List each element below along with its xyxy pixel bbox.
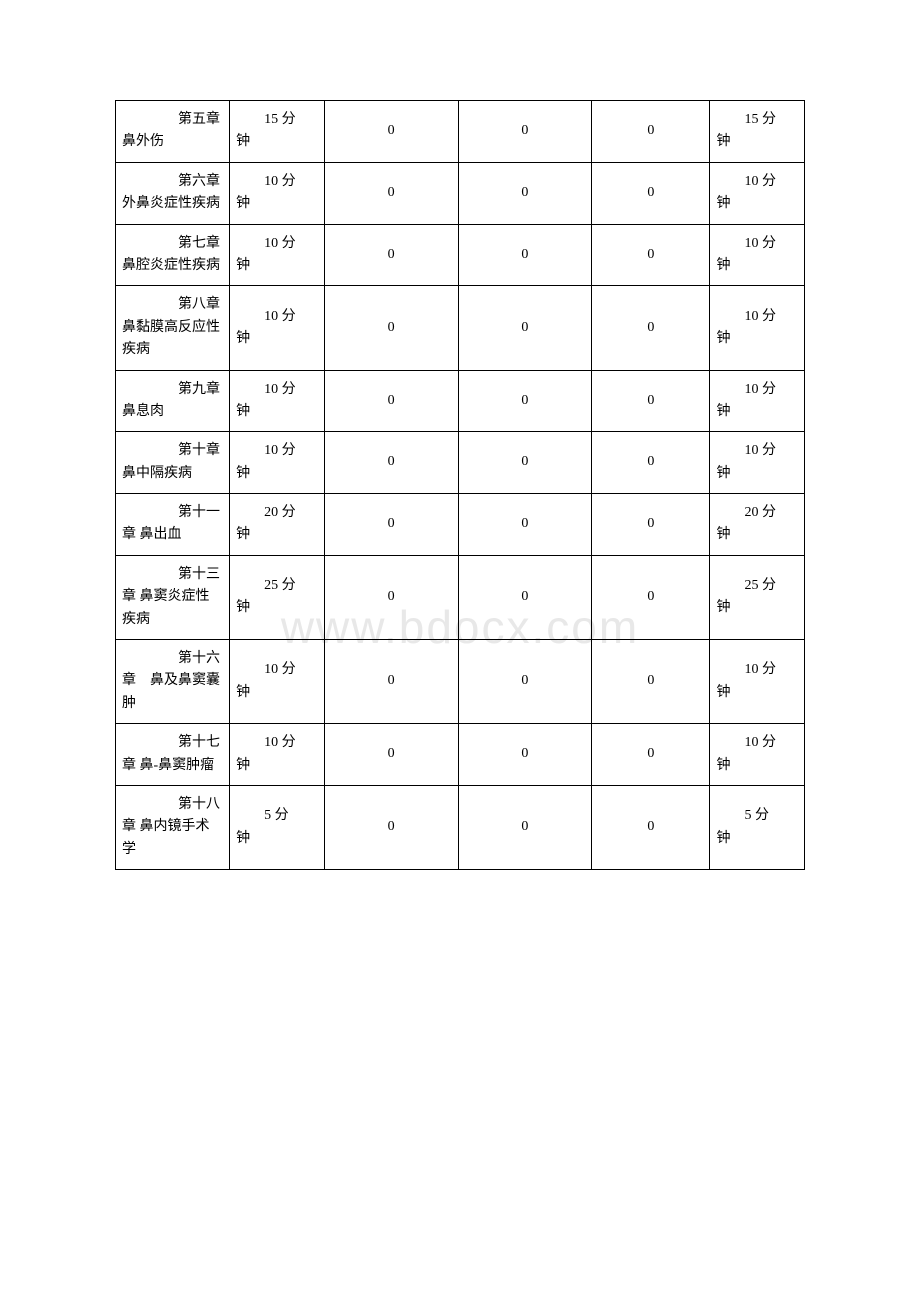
zero1-cell: 0 — [324, 724, 458, 786]
time1-cell: 10 分钟 — [230, 640, 324, 724]
zero3-cell: 0 — [592, 432, 710, 494]
zero1-cell: 0 — [324, 162, 458, 224]
table-row: 第十章 鼻中隔疾病 10 分钟000 10 分钟 — [116, 432, 805, 494]
table-row: 第八章 鼻黏膜高反应性疾病 10 分钟000 10 分钟 — [116, 286, 805, 370]
table-row: 第十一章 鼻出血 20 分钟000 20 分钟 — [116, 494, 805, 556]
zero3-cell: 0 — [592, 724, 710, 786]
zero1-cell: 0 — [324, 785, 458, 869]
table-row: 第六章 外鼻炎症性疾病 10 分钟000 10 分钟 — [116, 162, 805, 224]
zero2-cell: 0 — [458, 370, 592, 432]
chapter-cell: 第九章 鼻息肉 — [116, 370, 230, 432]
zero1-cell: 0 — [324, 286, 458, 370]
zero1-cell: 0 — [324, 370, 458, 432]
zero3-cell: 0 — [592, 494, 710, 556]
table-row: 第十三章 鼻窦炎症性疾病 25 分钟000 25 分钟 — [116, 555, 805, 639]
zero2-cell: 0 — [458, 224, 592, 286]
chapter-cell: 第八章 鼻黏膜高反应性疾病 — [116, 286, 230, 370]
table-row: 第七章 鼻腔炎症性疾病 10 分钟000 10 分钟 — [116, 224, 805, 286]
zero2-cell: 0 — [458, 640, 592, 724]
zero2-cell: 0 — [458, 162, 592, 224]
zero1-cell: 0 — [324, 640, 458, 724]
zero1-cell: 0 — [324, 555, 458, 639]
chapter-cell: 第十六章 鼻及鼻窦囊肿 — [116, 640, 230, 724]
time1-cell: 5 分钟 — [230, 785, 324, 869]
chapter-cell: 第七章 鼻腔炎症性疾病 — [116, 224, 230, 286]
time1-cell: 15 分钟 — [230, 101, 324, 163]
course-hours-table: 第五章 鼻外伤 15 分钟000 15 分钟 第六章 外鼻炎症性疾病 10 分钟… — [115, 100, 805, 870]
zero2-cell: 0 — [458, 494, 592, 556]
zero2-cell: 0 — [458, 432, 592, 494]
chapter-cell: 第十三章 鼻窦炎症性疾病 — [116, 555, 230, 639]
zero3-cell: 0 — [592, 555, 710, 639]
zero1-cell: 0 — [324, 101, 458, 163]
time1-cell: 20 分钟 — [230, 494, 324, 556]
time2-cell: 10 分钟 — [710, 724, 805, 786]
table-row: 第五章 鼻外伤 15 分钟000 15 分钟 — [116, 101, 805, 163]
table-row: 第十六章 鼻及鼻窦囊肿 10 分钟000 10 分钟 — [116, 640, 805, 724]
zero2-cell: 0 — [458, 555, 592, 639]
time2-cell: 25 分钟 — [710, 555, 805, 639]
time1-cell: 10 分钟 — [230, 224, 324, 286]
zero3-cell: 0 — [592, 370, 710, 432]
time2-cell: 10 分钟 — [710, 286, 805, 370]
zero3-cell: 0 — [592, 162, 710, 224]
time1-cell: 10 分钟 — [230, 286, 324, 370]
time2-cell: 10 分钟 — [710, 370, 805, 432]
zero3-cell: 0 — [592, 101, 710, 163]
zero3-cell: 0 — [592, 224, 710, 286]
table-row: 第十八章 鼻内镜手术学 5 分钟000 5 分钟 — [116, 785, 805, 869]
zero3-cell: 0 — [592, 785, 710, 869]
time2-cell: 10 分钟 — [710, 640, 805, 724]
time1-cell: 10 分钟 — [230, 724, 324, 786]
chapter-cell: 第六章 外鼻炎症性疾病 — [116, 162, 230, 224]
table-row: 第十七章 鼻-鼻窦肿瘤 10 分钟000 10 分钟 — [116, 724, 805, 786]
zero1-cell: 0 — [324, 432, 458, 494]
chapter-cell: 第十章 鼻中隔疾病 — [116, 432, 230, 494]
chapter-cell: 第十八章 鼻内镜手术学 — [116, 785, 230, 869]
zero2-cell: 0 — [458, 785, 592, 869]
chapter-cell: 第十七章 鼻-鼻窦肿瘤 — [116, 724, 230, 786]
table-row: 第九章 鼻息肉 10 分钟000 10 分钟 — [116, 370, 805, 432]
time2-cell: 10 分钟 — [710, 224, 805, 286]
time1-cell: 10 分钟 — [230, 162, 324, 224]
time2-cell: 15 分钟 — [710, 101, 805, 163]
zero3-cell: 0 — [592, 640, 710, 724]
chapter-cell: 第十一章 鼻出血 — [116, 494, 230, 556]
time2-cell: 20 分钟 — [710, 494, 805, 556]
zero2-cell: 0 — [458, 724, 592, 786]
zero1-cell: 0 — [324, 224, 458, 286]
time2-cell: 10 分钟 — [710, 162, 805, 224]
zero2-cell: 0 — [458, 101, 592, 163]
zero3-cell: 0 — [592, 286, 710, 370]
time1-cell: 10 分钟 — [230, 432, 324, 494]
time2-cell: 5 分钟 — [710, 785, 805, 869]
zero2-cell: 0 — [458, 286, 592, 370]
time2-cell: 10 分钟 — [710, 432, 805, 494]
chapter-cell: 第五章 鼻外伤 — [116, 101, 230, 163]
time1-cell: 25 分钟 — [230, 555, 324, 639]
zero1-cell: 0 — [324, 494, 458, 556]
time1-cell: 10 分钟 — [230, 370, 324, 432]
